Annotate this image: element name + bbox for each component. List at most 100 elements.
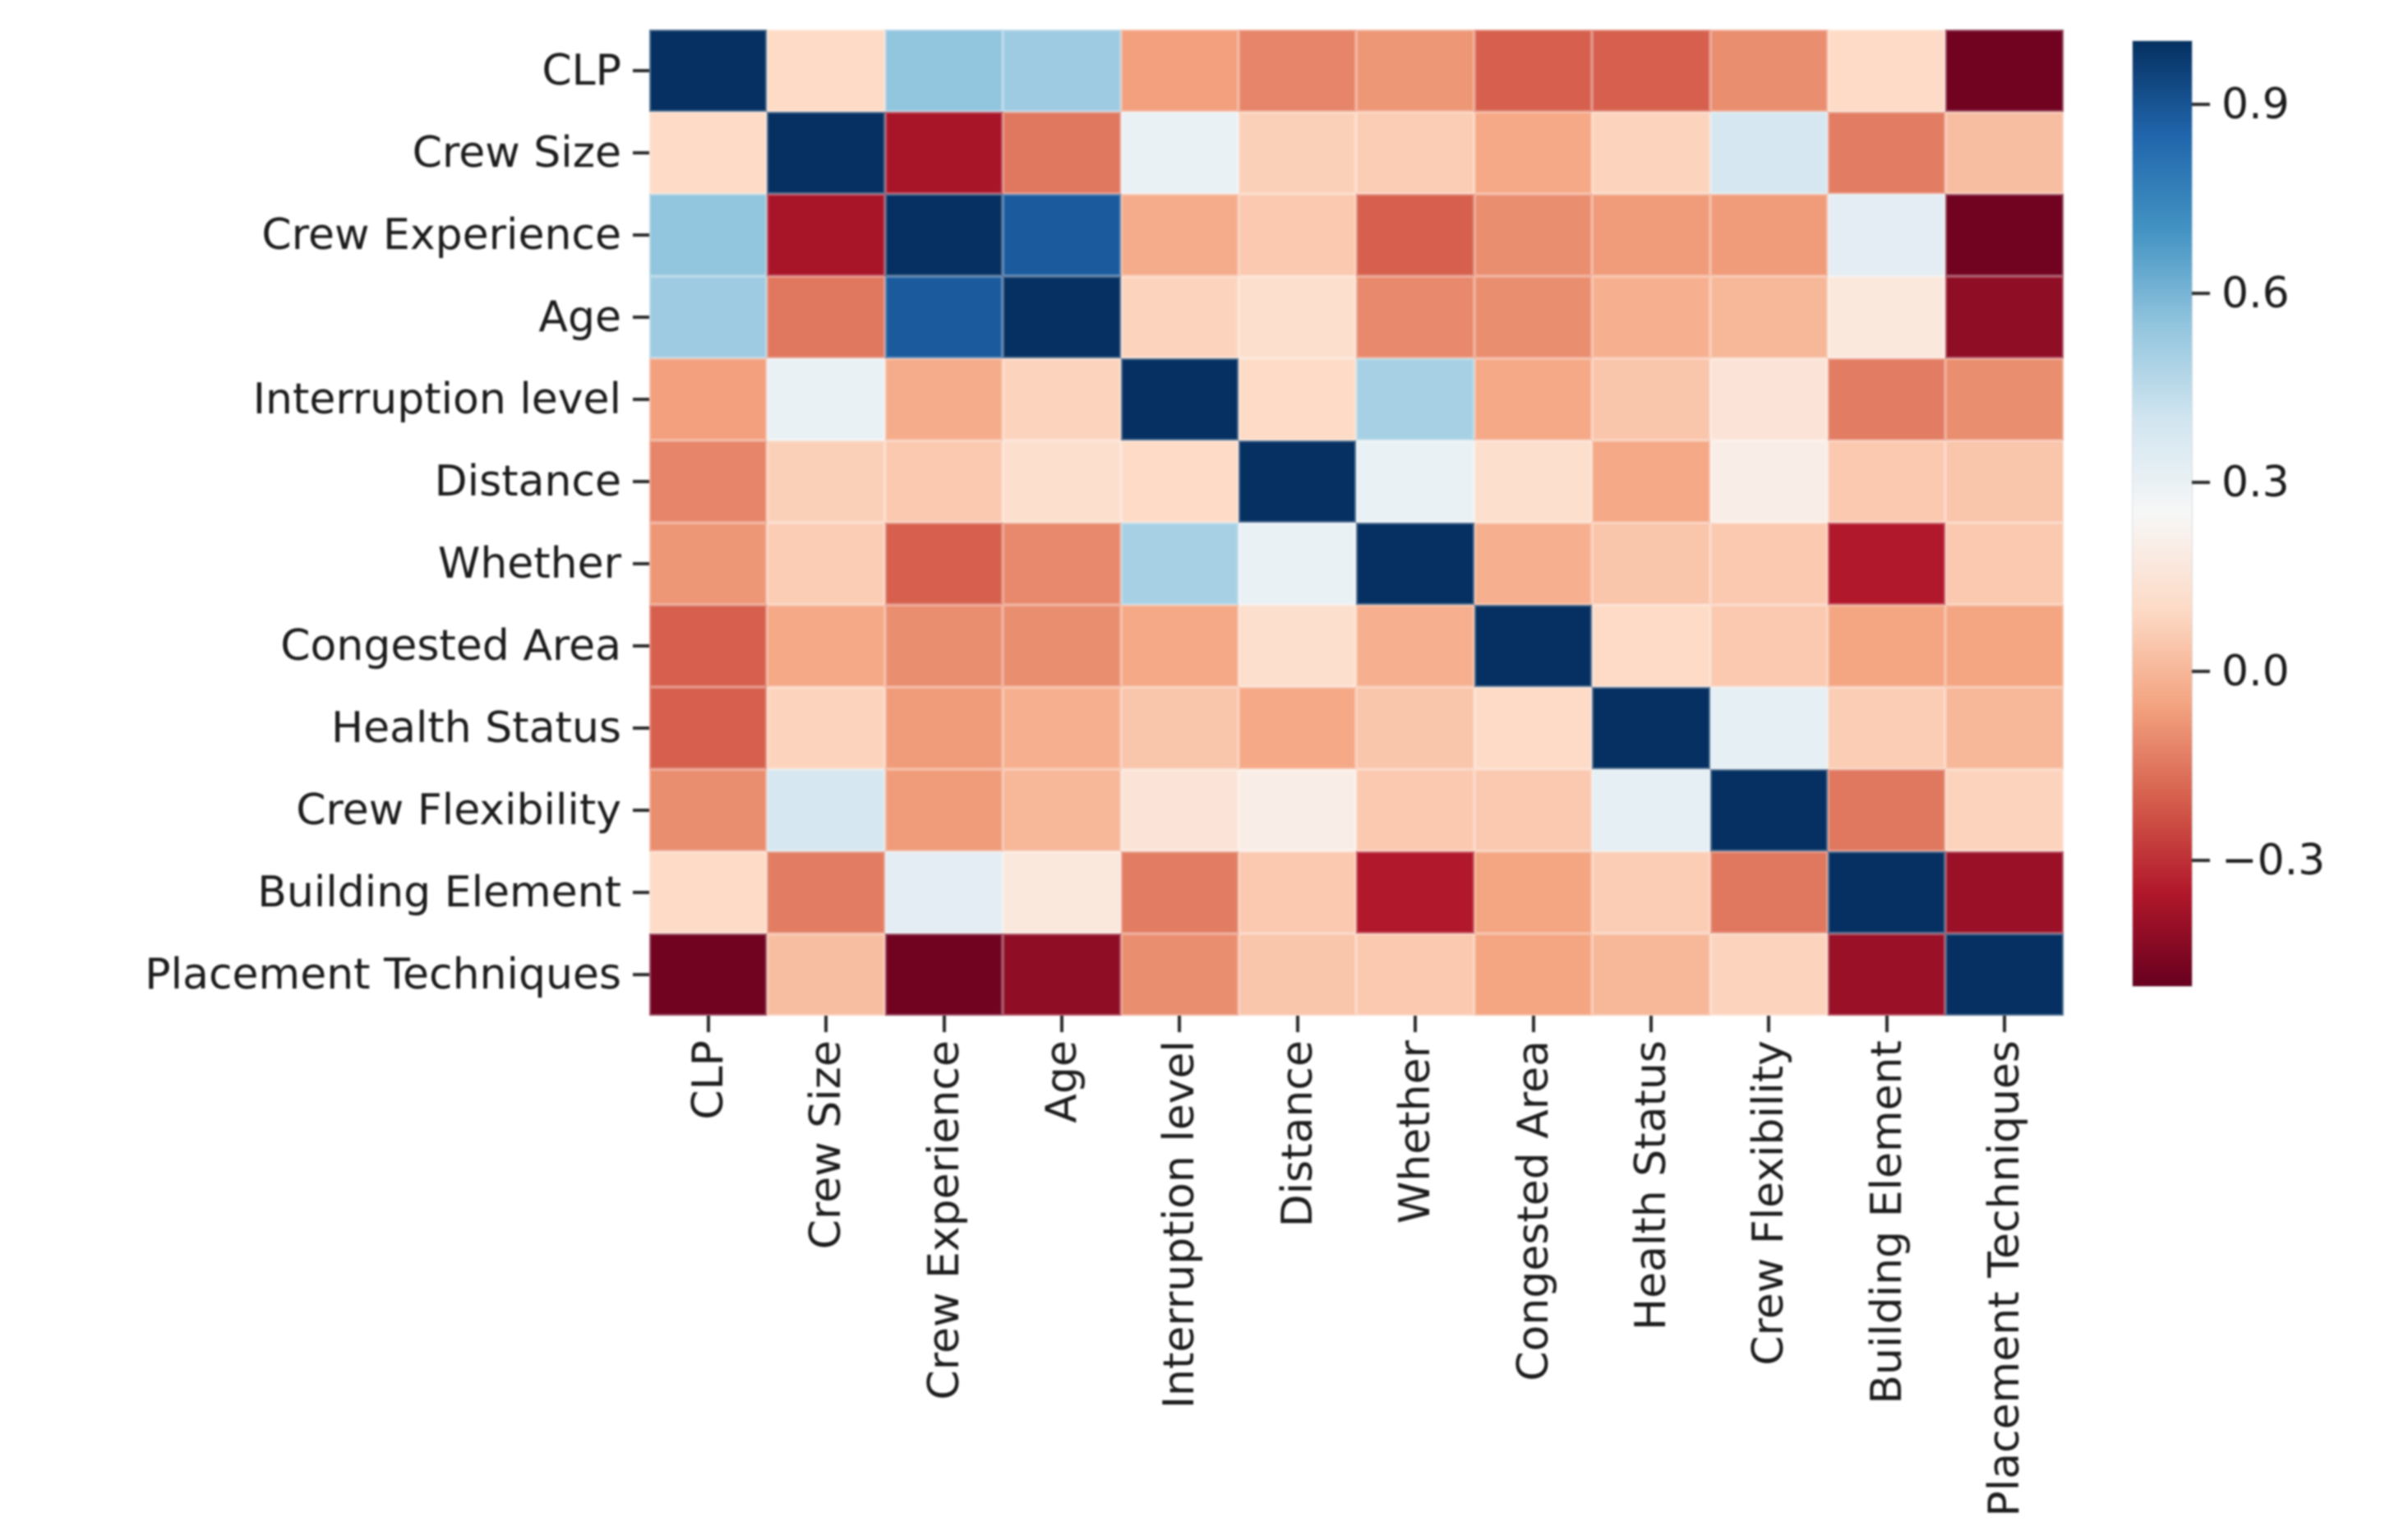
heatmap-cell — [1827, 276, 1946, 358]
heatmap-cell — [767, 605, 885, 687]
heatmap-cell — [1003, 851, 1121, 934]
heatmap-cell — [1003, 112, 1121, 194]
y-tick-label: Placement Techniques — [145, 950, 621, 999]
heatmap-cell — [1592, 523, 1710, 605]
x-tick-mark — [1178, 1016, 1182, 1032]
heatmap-cell — [1474, 194, 1593, 276]
heatmap-cell — [1474, 440, 1593, 523]
y-tick-mark — [633, 562, 649, 565]
x-tick-mark — [1059, 1016, 1063, 1032]
heatmap-cell — [767, 30, 885, 112]
x-tick-mark — [1649, 1016, 1653, 1032]
heatmap-cell — [1474, 276, 1593, 358]
x-tick-label: Crew Experience — [919, 1040, 969, 1400]
heatmap-cell — [1474, 358, 1593, 440]
heatmap-cell — [884, 194, 1003, 276]
y-tick-label: Crew Experience — [261, 210, 621, 260]
y-tick-label: Congested Area — [280, 621, 621, 671]
heatmap-cell — [884, 440, 1003, 523]
heatmap-cell — [649, 112, 768, 194]
heatmap-cell — [1592, 358, 1710, 440]
heatmap-cell — [1945, 769, 2064, 851]
heatmap-cell — [1120, 769, 1239, 851]
heatmap-cell — [1827, 769, 1946, 851]
heatmap-cell — [1592, 112, 1710, 194]
heatmap-cell — [1356, 851, 1474, 934]
colorbar-tick-label: 0.9 — [2221, 79, 2290, 129]
heatmap-cell — [1120, 358, 1239, 440]
heatmap-cell — [1003, 687, 1121, 769]
heatmap-cell — [1827, 523, 1946, 605]
heatmap-cell — [1356, 605, 1474, 687]
heatmap-cell — [1592, 687, 1710, 769]
y-tick-mark — [633, 480, 649, 483]
heatmap-cell — [1003, 440, 1121, 523]
heatmap-cell — [1709, 112, 1828, 194]
heatmap-cell — [1474, 30, 1593, 112]
heatmap-cell — [767, 358, 885, 440]
x-tick-label: Health Status — [1626, 1040, 1676, 1330]
y-tick-label: Distance — [434, 457, 621, 506]
y-tick-mark — [633, 69, 649, 72]
heatmap-cell — [1474, 523, 1593, 605]
x-tick-mark — [942, 1016, 946, 1032]
heatmap-cell — [1945, 440, 2064, 523]
y-tick-mark — [633, 809, 649, 812]
heatmap-cell — [1238, 851, 1357, 934]
heatmap-cell — [1945, 194, 2064, 276]
heatmap-cell — [649, 194, 768, 276]
x-tick-mark — [1767, 1016, 1771, 1032]
y-tick-mark — [633, 151, 649, 154]
heatmap-cell — [1356, 276, 1474, 358]
heatmap-cell — [649, 30, 768, 112]
colorbar-tick-mark — [2192, 291, 2210, 295]
heatmap-cell — [1356, 440, 1474, 523]
heatmap-cell — [1592, 440, 1710, 523]
heatmap-cell — [1120, 30, 1239, 112]
heatmap-cell — [1827, 194, 1946, 276]
heatmap-cell — [1356, 112, 1474, 194]
x-tick-mark — [706, 1016, 710, 1032]
y-tick-label: Whether — [437, 539, 621, 588]
heatmap-cell — [1356, 769, 1474, 851]
heatmap-cell — [1120, 194, 1239, 276]
heatmap-cell — [1120, 934, 1239, 1016]
heatmap-cell — [884, 358, 1003, 440]
heatmap-cell — [1945, 605, 2064, 687]
y-tick-mark — [633, 644, 649, 648]
heatmap-cell — [1474, 934, 1593, 1016]
heatmap-cell — [1945, 30, 2064, 112]
y-tick-mark — [633, 233, 649, 237]
heatmap-cell — [649, 358, 768, 440]
x-tick-mark — [824, 1016, 828, 1032]
heatmap-cell — [1709, 769, 1828, 851]
x-tick-label: Whether — [1391, 1040, 1441, 1224]
heatmap-cell — [649, 934, 768, 1016]
heatmap-cell — [1709, 523, 1828, 605]
heatmap-cell — [649, 523, 768, 605]
heatmap-cell — [1827, 687, 1946, 769]
colorbar-tick-mark — [2192, 858, 2210, 862]
x-tick-label: Placement Techniques — [1980, 1040, 2030, 1517]
heatmap-cell — [1238, 934, 1357, 1016]
x-tick-label: Interruption level — [1155, 1040, 1205, 1409]
heatmap-cell — [1356, 358, 1474, 440]
heatmap-cell — [1945, 934, 2064, 1016]
heatmap-cell — [884, 605, 1003, 687]
heatmap-cell — [1945, 276, 2064, 358]
heatmap-cell — [1827, 851, 1946, 934]
heatmap-cell — [1238, 523, 1357, 605]
heatmap-cell — [1238, 358, 1357, 440]
heatmap-cell — [767, 769, 885, 851]
heatmap-cell — [884, 276, 1003, 358]
heatmap-cell — [1003, 358, 1121, 440]
heatmap-cell — [1238, 440, 1357, 523]
heatmap-cell — [1592, 769, 1710, 851]
heatmap-cell — [1592, 934, 1710, 1016]
heatmap-cell — [767, 440, 885, 523]
heatmap-cell — [1238, 276, 1357, 358]
heatmap-cell — [1120, 523, 1239, 605]
y-tick-label: CLP — [542, 46, 621, 95]
heatmap-cell — [1474, 605, 1593, 687]
